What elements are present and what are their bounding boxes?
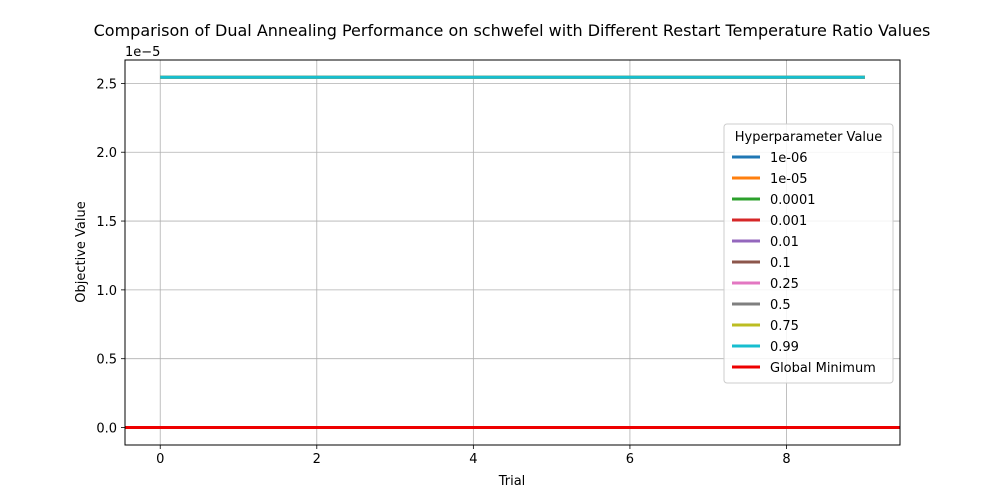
x-tick-label: 2 <box>313 452 321 467</box>
y-tick-label: 1.0 <box>96 284 117 299</box>
x-tick-label: 8 <box>782 452 790 467</box>
y-axis-ticks: 0.0 0.5 1.0 1.5 2.0 2.5 <box>96 77 125 437</box>
y-tick-label: 0.5 <box>96 353 117 368</box>
legend-entry: 1e-06 <box>770 151 808 166</box>
y-tick-label: 2.0 <box>96 146 117 161</box>
legend-entry: 0.1 <box>770 256 791 271</box>
y-axis-label: Objective Value <box>74 201 89 302</box>
y-offset-label: 1e−5 <box>125 45 160 60</box>
x-axis-label: Trial <box>498 474 526 489</box>
legend-entry: 0.01 <box>770 235 799 250</box>
legend-entry: 0.25 <box>770 277 799 292</box>
legend-entry: 0.001 <box>770 214 807 229</box>
x-axis-ticks: 0 2 4 6 8 <box>156 445 791 467</box>
y-tick-label: 2.5 <box>96 77 117 92</box>
series-layer <box>125 75 900 430</box>
legend-title: Hyperparameter Value <box>735 130 883 145</box>
legend-entry: 0.99 <box>770 340 799 355</box>
x-tick-label: 4 <box>469 452 477 467</box>
legend-entry: 0.75 <box>770 319 799 334</box>
chart-title: Comparison of Dual Annealing Performance… <box>94 21 931 40</box>
legend-entry: Global Minimum <box>770 361 876 376</box>
legend: Hyperparameter Value 1e-06 1e-05 0.0001 0.00… <box>723 123 894 384</box>
y-tick-label: 1.5 <box>96 215 117 230</box>
legend-entry: 0.5 <box>770 298 791 313</box>
legend-entry: 1e-05 <box>770 172 808 187</box>
legend-box <box>723 123 894 384</box>
plot-frame <box>124 59 901 446</box>
x-tick-label: 0 <box>156 452 164 467</box>
legend-entry: 0.0001 <box>770 193 816 208</box>
x-tick-label: 6 <box>626 452 634 467</box>
y-tick-label: 0.0 <box>96 422 117 437</box>
